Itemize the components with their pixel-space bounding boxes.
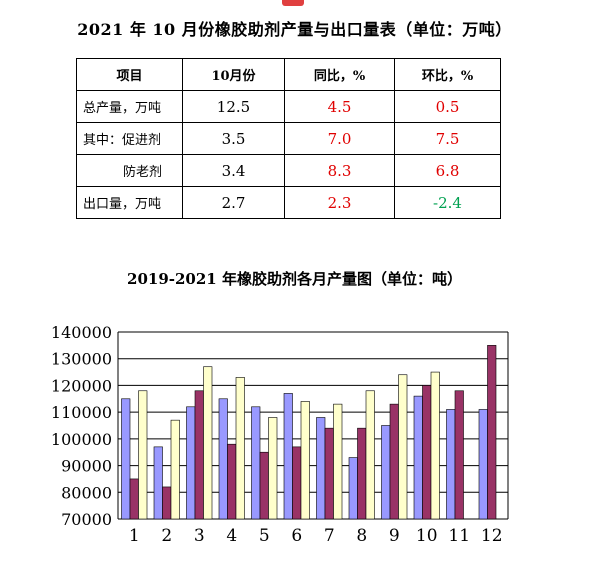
bar [389, 403, 399, 520]
row-mom: 6.8 [394, 154, 501, 187]
y-tick-label: 70000 [61, 510, 112, 529]
bar [268, 417, 278, 520]
bar [153, 446, 163, 520]
bar [218, 398, 228, 520]
table-row: 出口量，万吨 2.7 2.3 -2.4 [76, 186, 501, 219]
row-label: 总产量，万吨 [76, 90, 183, 123]
bar [186, 406, 196, 520]
x-tick-label: 2 [161, 526, 172, 546]
bar [413, 395, 423, 520]
bar [348, 457, 358, 520]
x-tick-label: 10 [416, 526, 438, 546]
table-row: 防老剂 3.4 8.3 6.8 [76, 154, 501, 187]
bar [300, 401, 310, 520]
row-yoy: 7.0 [284, 122, 395, 155]
row-mom: -2.4 [394, 186, 501, 219]
table-row: 其中：促进剂 3.5 7.0 7.5 [76, 122, 501, 155]
bar [430, 371, 440, 520]
header-item: 项目 [76, 58, 183, 91]
bar [251, 406, 261, 520]
row-label: 出口量，万吨 [76, 186, 183, 219]
bar [487, 345, 497, 520]
header-yoy: 同比，% [284, 58, 395, 91]
bar [316, 417, 326, 520]
bar [333, 403, 343, 520]
bar [357, 427, 367, 520]
row-value: 2.7 [182, 186, 285, 219]
header-mom: 环比，% [394, 58, 501, 91]
row-yoy: 4.5 [284, 90, 395, 123]
x-tick-label: 11 [448, 526, 470, 546]
row-yoy: 2.3 [284, 186, 395, 219]
header-october: 10月份 [182, 58, 285, 91]
bar [162, 486, 172, 520]
bar [194, 390, 204, 520]
x-tick-label: 5 [259, 526, 270, 546]
x-tick-label: 6 [291, 526, 302, 546]
row-label: 其中：促进剂 [76, 122, 183, 155]
bar [422, 385, 432, 520]
row-value: 3.5 [182, 122, 285, 155]
bar [129, 478, 139, 520]
bar [454, 390, 464, 520]
row-value: 3.4 [182, 154, 285, 187]
bar [283, 393, 293, 520]
bar [203, 366, 213, 520]
x-tick-label: 8 [356, 526, 367, 546]
x-tick-label: 4 [226, 526, 237, 546]
bar [121, 398, 131, 520]
y-tick-label: 130000 [51, 350, 112, 369]
chart-title: 2019-2021 年橡胶助剂各月产量图（单位：吨） [127, 270, 462, 288]
x-tick-label: 1 [129, 526, 140, 546]
bar [227, 443, 237, 520]
bar [259, 451, 269, 520]
table-title: 2021 年 10 月份橡胶助剂产量与出口量表（单位：万吨） [77, 20, 512, 39]
x-tick-label: 9 [389, 526, 400, 546]
bar [398, 374, 408, 520]
y-tick-label: 120000 [51, 376, 112, 395]
y-tick-label: 140000 [51, 323, 112, 342]
bar [478, 409, 488, 520]
x-tick-label: 12 [481, 526, 503, 546]
table-row: 总产量，万吨 12.5 4.5 0.5 [76, 90, 501, 123]
bar [381, 425, 391, 520]
bar [170, 419, 180, 520]
monthly-production-chart: 70000 80000 90000 100000 110000 120000 130000 1… [51, 323, 509, 546]
y-tick-label: 90000 [61, 457, 112, 476]
bar [235, 377, 245, 520]
y-tick-label: 110000 [51, 403, 112, 422]
bar [324, 427, 334, 520]
y-tick-label: 100000 [51, 430, 112, 449]
x-tick-label: 7 [324, 526, 335, 546]
bar [446, 409, 456, 520]
bar [138, 390, 148, 520]
row-value: 12.5 [182, 90, 285, 123]
y-tick-label: 80000 [61, 483, 112, 502]
bar [292, 446, 302, 520]
row-label: 防老剂 [76, 154, 183, 187]
table-header-row: 项目 10月份 同比，% 环比，% [76, 58, 501, 91]
production-table: 项目 10月份 同比，% 环比，% 总产量，万吨 12.5 4.5 0.5 其中… [76, 58, 501, 219]
row-mom: 7.5 [394, 122, 501, 155]
x-tick-label: 3 [194, 526, 205, 546]
row-yoy: 8.3 [284, 154, 395, 187]
row-mom: 0.5 [394, 90, 501, 123]
bar [365, 390, 375, 520]
red-marker [282, 0, 304, 6]
